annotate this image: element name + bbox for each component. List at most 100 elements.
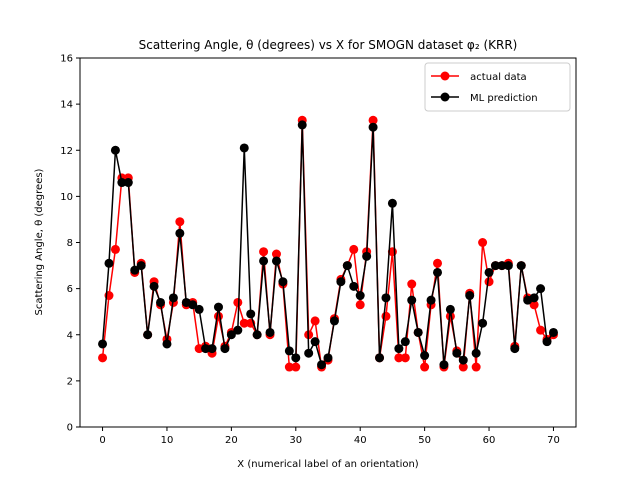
x-tick-label: 0 <box>99 435 105 446</box>
actual-data-point <box>529 300 539 310</box>
actual-data-point <box>484 277 494 287</box>
ml-prediction-point <box>143 330 153 340</box>
y-tick-label: 12 <box>60 146 73 157</box>
legend-actual-label: actual data <box>467 72 527 83</box>
ml-prediction-point <box>162 339 172 349</box>
ml-prediction-point <box>207 344 217 354</box>
x-tick-label: 10 <box>161 435 174 446</box>
ml-prediction-point <box>246 309 256 319</box>
ml-prediction-point <box>284 346 294 356</box>
ml-prediction-point <box>310 337 320 347</box>
ml-prediction-point <box>336 277 346 287</box>
ml-prediction-point <box>426 295 436 305</box>
ml-prediction-point <box>123 178 133 188</box>
ml-prediction-point <box>381 293 391 303</box>
ml-prediction-point <box>259 256 269 266</box>
legend-actual-marker <box>440 71 450 81</box>
chart-title: Scattering Angle, θ (degrees) vs X for S… <box>139 38 518 52</box>
actual-data-point <box>291 362 301 372</box>
x-tick-label: 30 <box>289 435 302 446</box>
actual-data-point <box>284 362 294 372</box>
ml-prediction-point <box>433 267 443 277</box>
actual-data-point <box>381 311 391 321</box>
legend: actual data ML prediction <box>424 62 571 112</box>
actual-data-point <box>445 311 455 321</box>
actual-data-point <box>259 247 269 257</box>
actual-data-point <box>110 244 120 254</box>
ml-prediction-point <box>542 337 552 347</box>
ml-prediction-point <box>130 265 140 275</box>
ml-prediction-point <box>239 143 249 153</box>
actual-data-point <box>213 311 223 321</box>
ml-prediction-point <box>349 281 359 291</box>
ml-prediction-point <box>503 261 513 271</box>
actual-data-point <box>433 258 443 268</box>
ml-prediction-point <box>362 251 372 261</box>
ml-prediction-point <box>104 258 114 268</box>
ml-prediction-point <box>98 339 108 349</box>
x-tick-label: 40 <box>354 435 367 446</box>
x-tick-label: 70 <box>547 435 560 446</box>
ml-prediction-point <box>278 277 288 287</box>
ml-prediction-point <box>413 327 423 337</box>
x-tick-label: 50 <box>418 435 431 446</box>
ml-prediction-point <box>265 327 275 337</box>
y-tick-label: 2 <box>67 376 73 387</box>
ml-prediction-point <box>387 198 397 208</box>
ml-prediction-point <box>458 355 468 365</box>
y-axis-label: Scattering Angle, θ (degrees) <box>34 168 45 315</box>
ml-prediction-point <box>323 353 333 363</box>
actual-data-point <box>310 316 320 326</box>
x-tick-label: 60 <box>483 435 496 446</box>
x-tick-label: 20 <box>225 435 238 446</box>
legend-box <box>424 62 571 112</box>
legend-prediction-label: ML prediction <box>470 93 538 104</box>
ml-prediction-point <box>445 304 455 314</box>
ml-prediction-point <box>516 261 526 271</box>
actual-data-point <box>420 362 430 372</box>
legend-prediction-marker <box>440 92 450 102</box>
actual-data-point <box>407 279 417 289</box>
ml-prediction-point <box>168 293 178 303</box>
ml-prediction-point <box>117 178 127 188</box>
y-tick-label: 4 <box>67 330 73 341</box>
ml-prediction-point <box>342 261 352 271</box>
ml-prediction-point <box>465 291 475 301</box>
ml-prediction-point <box>233 325 243 335</box>
ml-prediction-point <box>368 122 378 132</box>
ml-prediction-point <box>394 344 404 354</box>
ml-prediction-point <box>439 360 449 370</box>
ml-prediction-point <box>407 295 417 305</box>
ml-prediction-point <box>194 304 204 314</box>
ml-prediction-point <box>156 297 166 307</box>
series-layer <box>98 115 558 372</box>
actual-data-point <box>239 318 249 328</box>
y-tick-label: 8 <box>67 238 73 249</box>
ml-prediction-point <box>536 284 546 294</box>
ml-prediction-point <box>271 256 281 266</box>
ml-prediction-point <box>110 145 120 155</box>
actual-data-point <box>400 353 410 363</box>
ml-prediction-point <box>220 344 230 354</box>
actual-data-point <box>394 353 404 363</box>
ml-prediction-point <box>478 318 488 328</box>
ml-prediction-point <box>529 293 539 303</box>
ml-prediction-point <box>355 291 365 301</box>
y-tick-label: 10 <box>60 192 73 203</box>
x-axis: 0 10 20 30 40 50 60 70 <box>99 427 560 446</box>
actual-data-point <box>458 362 468 372</box>
ml-prediction-point <box>291 353 301 363</box>
y-tick-label: 14 <box>60 100 73 111</box>
actual-data-point <box>355 300 365 310</box>
ml-prediction-point <box>188 300 198 310</box>
actual-data-point <box>175 217 185 227</box>
actual-data-point <box>471 362 481 372</box>
ml-prediction-point <box>484 267 494 277</box>
actual-data-point <box>478 238 488 247</box>
ml-prediction-point <box>510 344 520 354</box>
ml-prediction-point <box>226 330 236 340</box>
x-axis-label: X (numerical label of an orientation) <box>237 459 419 470</box>
ml-prediction-point <box>317 360 327 370</box>
ml-prediction-point <box>375 353 385 363</box>
